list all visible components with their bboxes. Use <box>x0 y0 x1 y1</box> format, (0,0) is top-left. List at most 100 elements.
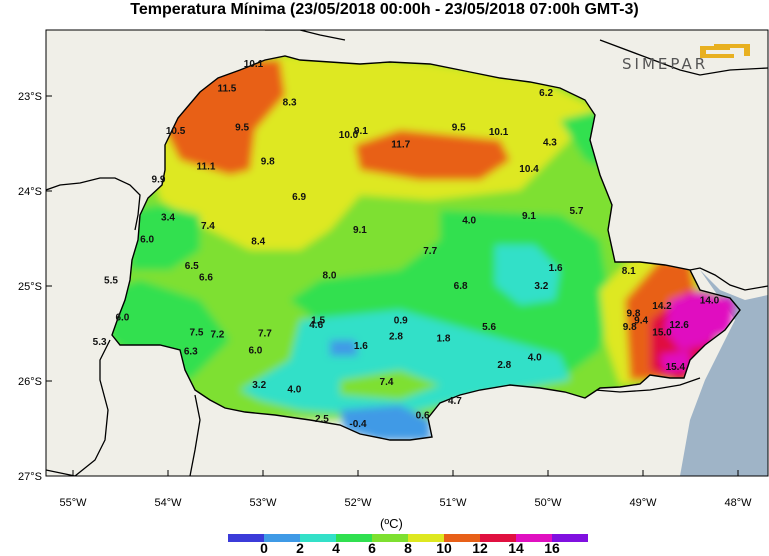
colorbar-tick-label: 6 <box>368 540 376 556</box>
station-value-label: 3.2 <box>252 380 266 391</box>
lon-tick-label: 50°W <box>534 497 562 509</box>
ocean <box>680 270 768 476</box>
station-value-label: 9.4 <box>634 315 648 326</box>
station-labels: 12.110.111.58.36.210.5 9.510.09.1 9.5 10.14… <box>93 21 720 430</box>
station-value-label: 9.5 <box>452 122 466 133</box>
colorbar-tick-label: 4 <box>332 540 340 556</box>
station-value-label: 4.0 <box>462 216 476 227</box>
station-value-label: 1.5 <box>311 315 325 326</box>
station-value-label: 0.9 <box>394 315 408 326</box>
station-value-label: 3.2 <box>534 281 548 292</box>
station-value-label: 14.2 <box>652 301 672 312</box>
station-value-label: 7.7 <box>423 246 437 257</box>
station-value-label: 5.5 <box>104 275 118 286</box>
lon-tick-label: 54°W <box>154 497 182 509</box>
colorbar-segment <box>300 534 337 542</box>
station-value-label: 9.8 <box>627 309 641 320</box>
parana-state-outline <box>111 55 741 441</box>
colorbar-unit-label: (ºC) <box>380 516 403 531</box>
colorbar-segment <box>228 534 265 542</box>
station-value-label: 2.8 <box>389 331 403 342</box>
station-value-label: 7.5 <box>190 328 204 339</box>
station-value-label: 9.5 <box>235 122 249 133</box>
station-value-label: 6.2 <box>539 88 553 99</box>
station-value-label: 9.8 <box>261 157 275 168</box>
colorbar-segment <box>264 534 301 542</box>
station-value-label: 10.0 <box>339 130 359 141</box>
colorbar-segment <box>516 534 553 542</box>
station-value-label: 9.9 <box>152 175 166 186</box>
station-value-label: 6.8 <box>454 281 468 292</box>
colorbar <box>228 534 588 542</box>
station-value-label: 5.3 <box>93 337 107 348</box>
map-title: Temperatura Mínima (23/05/2018 00:00h - … <box>130 1 639 18</box>
station-value-label: 14.0 <box>700 295 720 306</box>
lon-tick-label: 49°W <box>629 497 657 509</box>
colorbar-segment <box>444 534 481 542</box>
station-value-label: 7.2 <box>210 330 224 341</box>
colorbar-segment <box>336 534 373 542</box>
station-value-label: 5.7 <box>570 206 584 217</box>
map-frame <box>45 29 769 477</box>
station-value-label: 1.6 <box>549 263 563 274</box>
station-value-label: 8.0 <box>323 271 337 282</box>
station-value-label: 6.5 <box>185 261 199 272</box>
lon-tick-label: 51°W <box>439 497 467 509</box>
station-value-label: 4.6 <box>309 320 323 331</box>
colorbar-tick-label: 8 <box>404 540 412 556</box>
station-value-label: 4.3 <box>543 138 557 149</box>
simepar-logo: SIMEPAR <box>622 44 750 73</box>
station-value-label: 12.1 <box>225 21 245 32</box>
station-value-label: 2.8 <box>497 360 511 371</box>
lon-tick-label: 52°W <box>344 497 372 509</box>
station-value-label: 10.4 <box>519 164 539 175</box>
station-value-label: 4.7 <box>448 396 462 407</box>
lon-tick-label: 48°W <box>724 497 752 509</box>
station-value-label: 3.4 <box>161 213 175 224</box>
station-value-label: -0.4 <box>349 419 367 430</box>
station-value-label: 15.4 <box>666 362 686 373</box>
lat-tick-label: 23°S <box>18 91 42 103</box>
colorbar-tick-label: 0 <box>260 540 268 556</box>
station-value-label: 6.0 <box>115 312 129 323</box>
station-value-label: 15.0 <box>652 328 672 339</box>
station-value-label: 9.1 <box>353 225 367 236</box>
lat-tick-label: 24°S <box>18 186 42 198</box>
station-value-label: 9.8 <box>623 322 637 333</box>
station-value-label: 11.7 <box>391 140 410 151</box>
colorbar-segment <box>480 534 517 542</box>
station-value-label: 1.6 <box>354 341 368 352</box>
station-value-label: 7.7 <box>258 329 272 340</box>
colorbar-tick-label: 16 <box>544 540 560 556</box>
colorbar-segment <box>408 534 445 542</box>
colorbar-segment <box>372 534 409 542</box>
station-value-label: 10.1 <box>244 59 264 70</box>
station-value-label: 6.0 <box>248 346 262 357</box>
lat-tick-label: 25°S <box>18 281 42 293</box>
boundaries <box>46 30 768 476</box>
lon-tick-label: 53°W <box>249 497 277 509</box>
lat-tick-label: 27°S <box>18 471 42 483</box>
station-value-label: 9.1 <box>522 211 536 222</box>
station-value-label: 10.5 <box>166 126 186 137</box>
station-value-label: 10.1 <box>489 127 509 138</box>
station-value-label: 8.4 <box>251 236 265 247</box>
colorbar-tick-label: 2 <box>296 540 304 556</box>
station-value-label: 12.6 <box>669 320 689 331</box>
station-value-label: 8.3 <box>283 98 297 109</box>
colorbar-tick-label: 12 <box>472 540 488 556</box>
axis-ticks: 55°W 54°W 53°W 52°W 51°W 50°W 49°W 48°W 23°S 24°S… <box>18 91 752 509</box>
colorbar-tick-label: 10 <box>436 540 452 556</box>
colorbar-tick-label: 14 <box>508 540 524 556</box>
station-value-label: 8.1 <box>622 266 636 277</box>
station-value-label: 6.9 <box>292 192 306 203</box>
colorbar-segment <box>552 534 588 542</box>
station-value-label: 11.1 <box>197 161 216 172</box>
station-value-label: 9.1 <box>354 126 368 137</box>
lat-tick-label: 26°S <box>18 376 42 388</box>
station-value-label: 5.6 <box>482 322 496 333</box>
brand-text: SIMEPAR <box>622 55 708 73</box>
station-value-label: 2.5 <box>315 414 329 425</box>
station-value-label: 7.4 <box>380 377 394 388</box>
